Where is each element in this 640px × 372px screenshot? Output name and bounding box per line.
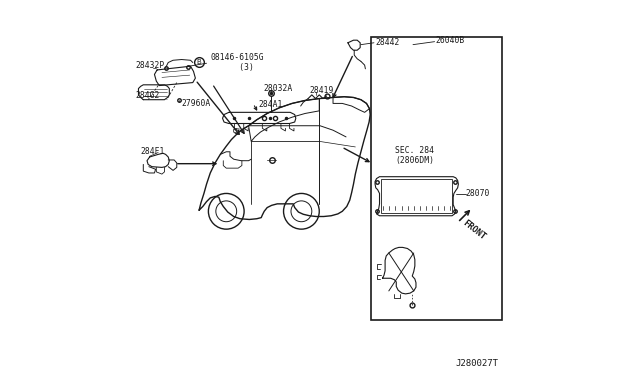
Text: 284A1: 284A1: [259, 100, 283, 109]
Text: FRONT: FRONT: [461, 218, 488, 241]
Bar: [371, 37, 502, 320]
Text: 08146-6105G
      (3): 08146-6105G (3): [211, 53, 264, 72]
Bar: [381, 179, 452, 213]
Text: 27960A: 27960A: [182, 99, 211, 108]
Text: 28419: 28419: [310, 86, 334, 94]
Text: J280027T: J280027T: [456, 359, 499, 368]
Text: SEC. 284
(2806DM): SEC. 284 (2806DM): [395, 146, 434, 165]
Text: 284G2: 284G2: [136, 92, 160, 100]
Text: 28032A: 28032A: [264, 84, 292, 93]
Text: 26040B: 26040B: [435, 36, 465, 45]
Text: 28432P: 28432P: [136, 61, 165, 70]
Text: B: B: [196, 60, 202, 65]
Text: 28442: 28442: [375, 38, 399, 47]
Text: 284F1: 284F1: [141, 147, 165, 156]
Text: 28070: 28070: [466, 189, 490, 198]
